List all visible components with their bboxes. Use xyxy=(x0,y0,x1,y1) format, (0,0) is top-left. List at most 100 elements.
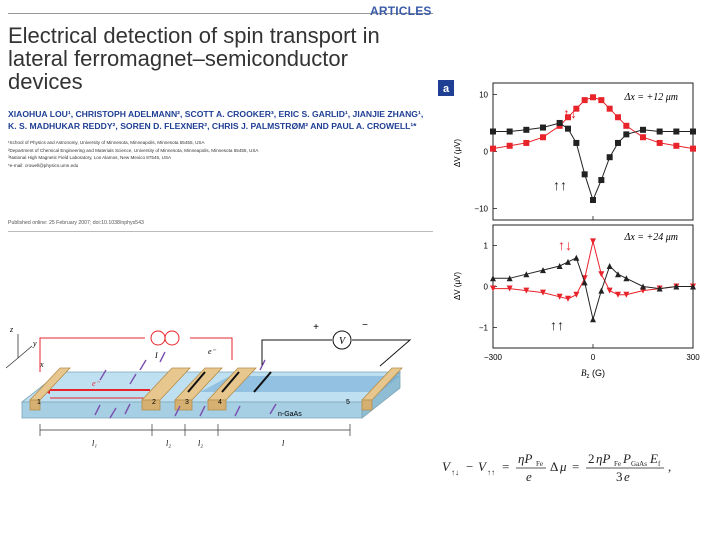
divider xyxy=(8,231,433,232)
electron-label-top: e⁻ xyxy=(208,347,217,356)
data-point xyxy=(673,283,680,290)
contact-2-label: 2 xyxy=(152,399,156,406)
svg-text:μ: μ xyxy=(559,459,567,474)
device-schematic: V + − I e⁻ e⁻ z y x 1 2 3 4 5 n-GaAs l₁ … xyxy=(5,320,412,448)
data-point xyxy=(540,267,546,274)
contact-5-label: 5 xyxy=(346,399,350,406)
data-point xyxy=(606,105,613,112)
svg-text:e: e xyxy=(624,469,630,484)
data-point xyxy=(490,285,496,292)
svg-text:Fe: Fe xyxy=(536,460,543,468)
data-point xyxy=(565,125,571,132)
panel-bottom-ytick: 0 xyxy=(484,283,489,292)
contact-4 xyxy=(207,367,257,411)
svg-text:,: , xyxy=(668,459,671,474)
panel-bottom-parallel-label: ↑↑ xyxy=(550,317,564,333)
affiliation-1: ¹School of Physics and Astronomy, Univer… xyxy=(8,140,205,145)
svg-text:↑↓: ↑↓ xyxy=(451,468,459,477)
contact-3-label: 3 xyxy=(185,399,189,406)
data-point xyxy=(540,289,546,296)
voltage-plus: + xyxy=(313,322,319,333)
svg-text:ηP: ηP xyxy=(596,451,610,466)
data-point xyxy=(656,285,663,292)
data-point xyxy=(690,145,696,152)
axis-x-label: x xyxy=(39,360,44,369)
data-point xyxy=(598,97,605,104)
spin-current xyxy=(200,376,400,392)
panel-bottom-ytick: −1 xyxy=(479,324,489,333)
series-line xyxy=(493,241,693,300)
data-point xyxy=(690,128,696,135)
panel-bottom-annotation: Δx = +24 μm xyxy=(623,232,678,243)
spin-equation: V ↑↓ − V ↑↑ = ηP Fe e Δ μ = 2 ηP Fe P Ga… xyxy=(442,451,671,484)
dim-l1: l₁ xyxy=(92,439,97,448)
svg-text:ηP: ηP xyxy=(518,451,532,466)
panel-bottom-marks xyxy=(490,238,696,348)
svg-text:Δ: Δ xyxy=(550,459,558,474)
svg-text:e: e xyxy=(526,469,532,484)
panel-label: a xyxy=(443,83,450,95)
data-point xyxy=(540,134,546,141)
data-point xyxy=(623,131,630,138)
data-point xyxy=(623,122,630,129)
author-list: XIAOHUA LOU¹, CHRISTOPH ADELMANN², SCOTT… xyxy=(8,109,424,131)
data-point xyxy=(581,279,588,286)
data-point xyxy=(606,263,613,269)
current-wire xyxy=(39,337,145,372)
substrate-label: n-GaAs xyxy=(278,411,302,418)
data-point xyxy=(656,128,663,135)
data-point xyxy=(623,275,630,282)
current-wire-2 xyxy=(190,337,233,360)
data-point xyxy=(506,142,513,149)
data-point xyxy=(490,275,496,282)
header-rule xyxy=(8,13,433,14)
svg-text:E: E xyxy=(649,451,658,466)
contact-1-label: 1 xyxy=(37,399,41,406)
svg-text:V: V xyxy=(478,459,488,474)
affiliations: ¹School of Physics and Astronomy, Univer… xyxy=(8,139,428,169)
affiliation-3: ³National High Magnetic Field Laboratory… xyxy=(8,155,172,161)
data-point xyxy=(573,105,580,112)
data-point xyxy=(506,285,513,292)
data-point xyxy=(598,287,605,294)
dim-l2a: l₂ xyxy=(166,439,171,448)
voltmeter-icon xyxy=(332,330,352,350)
data-point xyxy=(656,139,663,146)
svg-text:f: f xyxy=(658,460,661,468)
panel-bottom-ylabel: ΔV (μV) xyxy=(453,272,462,301)
svg-text:↑↑: ↑↑ xyxy=(487,468,495,477)
contact-email[interactable]: *e-mail: crowell@physics.umn.edu xyxy=(8,162,79,168)
xtick: 0 xyxy=(591,353,596,362)
article-title: Electrical detection of spin transport i… xyxy=(8,23,380,94)
electron-label: e⁻ xyxy=(92,379,101,388)
data-point xyxy=(490,145,496,152)
magnetization-arrow xyxy=(253,371,272,393)
data-point xyxy=(606,287,613,294)
voltage-wire xyxy=(261,339,332,365)
panel-top-marks xyxy=(490,94,696,220)
contact-1 xyxy=(29,367,71,411)
data-point xyxy=(565,258,571,265)
affiliation-2: ²Department of Chemical Engineering and … xyxy=(8,147,259,153)
dim-l: l xyxy=(282,439,285,448)
voltage-minus: − xyxy=(362,320,368,331)
panel-top-parallel-label: ↑↑ xyxy=(553,177,567,193)
data-point xyxy=(615,139,621,146)
figure-panels: a Δx = +12 μm ΔV (μV) 10 0 −10 ↑↓ ↑↑ Δx … xyxy=(438,80,700,380)
data-point xyxy=(573,139,580,146)
data-point xyxy=(556,293,563,300)
data-point xyxy=(598,271,605,278)
contact-4-label: 4 xyxy=(218,399,222,406)
data-point xyxy=(523,139,530,146)
data-point xyxy=(506,275,513,282)
voltmeter-label: V xyxy=(339,336,347,347)
panel-bottom-ytick: 1 xyxy=(484,242,489,251)
panel-top-ytick: 0 xyxy=(484,148,489,157)
panel-bottom-antiparallel-label: ↑↓ xyxy=(558,237,572,253)
data-point xyxy=(673,142,680,149)
contact-2 xyxy=(141,367,191,411)
axis-z-label: z xyxy=(9,325,14,334)
voltage-wire-2 xyxy=(352,339,412,367)
panel-top-ylabel: ΔV (μV) xyxy=(453,139,462,168)
magnetization-arrow xyxy=(221,371,240,393)
